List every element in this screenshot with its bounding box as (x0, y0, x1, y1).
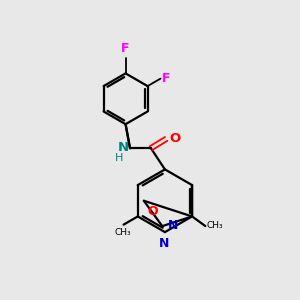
Text: CH₃: CH₃ (207, 221, 224, 230)
Text: N: N (118, 141, 129, 154)
Text: CH₃: CH₃ (114, 228, 131, 237)
Text: H: H (116, 153, 124, 163)
Text: O: O (147, 205, 158, 218)
Text: F: F (121, 43, 130, 56)
Text: N: N (159, 238, 169, 250)
Text: N: N (168, 219, 178, 232)
Text: F: F (162, 71, 171, 85)
Text: O: O (169, 132, 180, 145)
